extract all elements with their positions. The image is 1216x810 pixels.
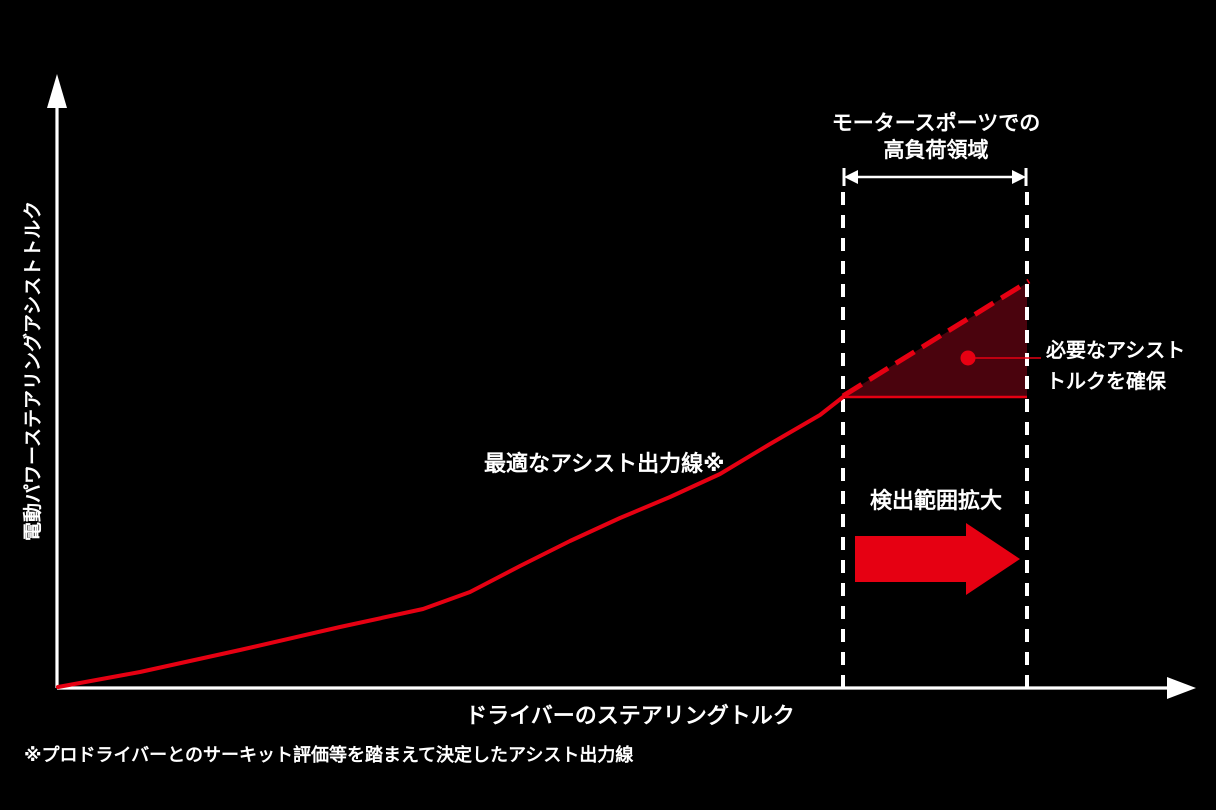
secured-torque-label: 必要なアシスト トルクを確保 xyxy=(1046,336,1185,398)
high-load-region-label-line1: モータースポーツでの xyxy=(831,112,1041,135)
optimal-line-label: 最適なアシスト出力線※ xyxy=(484,451,725,476)
measure-arrowhead-left-icon xyxy=(844,170,858,184)
detection-expansion-arrow-icon xyxy=(855,523,1020,595)
secured-torque-label-line2: トルクを確保 xyxy=(1046,371,1166,393)
extended-assist-dashed-line xyxy=(841,278,1031,399)
measure-arrowhead-right-icon xyxy=(1012,170,1026,184)
x-axis-label: ドライバーのステアリングトルク xyxy=(465,703,795,728)
y-axis-arrowhead-icon xyxy=(47,74,67,108)
callout-dot-icon xyxy=(960,350,976,366)
high-load-region-label: モータースポーツでの 高負荷領域 xyxy=(786,110,1086,164)
detection-expansion-label: 検出範囲拡大 xyxy=(869,488,1002,513)
optimal-assist-output-curve xyxy=(56,395,845,689)
footnote-text: ※プロドライバーとのサーキット評価等を踏まえて決定したアシスト出力線 xyxy=(24,745,634,765)
x-axis-arrowhead-icon xyxy=(1167,677,1196,699)
y-axis-label: 電動パワーステアリングアシストトルク xyxy=(23,200,44,541)
high-load-region-label-line2: 高負荷領域 xyxy=(883,139,989,162)
secured-torque-label-line1: 必要なアシスト xyxy=(1046,340,1186,362)
